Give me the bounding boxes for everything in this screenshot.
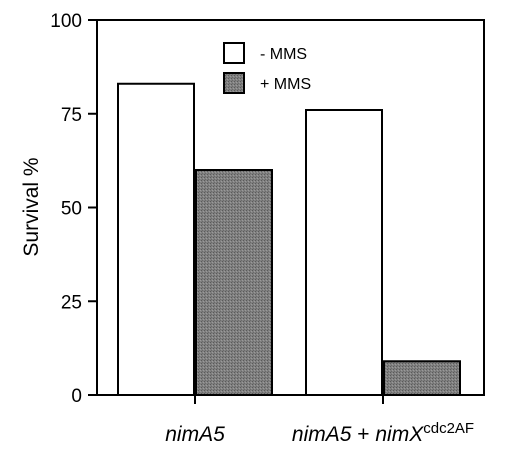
legend: - MMS + MMS [223,42,311,94]
y-tick-label-75: 75 [61,105,82,126]
bar-minus-mms-cat1 [117,82,195,396]
legend-swatch-minus-mms [223,42,245,64]
legend-label-minus-mms: - MMS [260,46,307,63]
y-tick-label-0: 0 [71,386,82,407]
y-tick-label-100: 100 [50,11,82,32]
y-axis: 0 25 50 75 100 [50,11,97,407]
bar-plus-mms-cat1 [195,169,273,396]
bar-minus-mms-cat2 [305,109,383,396]
category-label-2: nimA5 + nimXcdc2AF [292,420,474,446]
legend-swatch-plus-mms [223,72,245,94]
bars [117,82,461,396]
bar-plus-mms-cat2 [383,360,461,396]
y-axis-label: Survival % [20,157,43,256]
y-tick-label-25: 25 [61,292,82,313]
y-tick-label-50: 50 [61,199,82,220]
category-label-1: nimA5 [165,423,225,446]
x-axis: nimA5 nimA5 + nimXcdc2AF [165,395,474,446]
legend-label-plus-mms: + MMS [260,76,311,93]
